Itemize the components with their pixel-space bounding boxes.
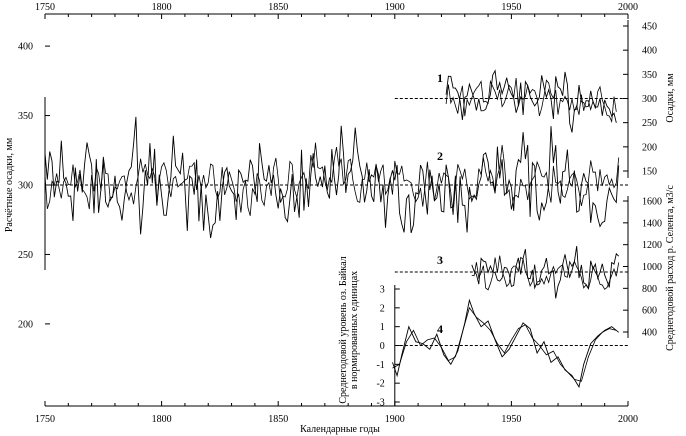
right-precip-tick-label: 250: [642, 118, 657, 129]
inner-level-tick-label: 3: [380, 285, 385, 296]
series-line-1: [445, 77, 617, 124]
series-line-2: [44, 142, 620, 216]
right-flow-tick-label: 1200: [642, 240, 662, 251]
right-precip-axis-label: Осадки, мм: [665, 73, 676, 123]
series-line-4: [392, 298, 619, 389]
inner-level-axis-label: Среднегодовой уровень оз. Байкал: [338, 256, 349, 403]
series-line-3: [471, 246, 620, 299]
curve-number-1: 1: [437, 71, 443, 85]
bottom-tick-label: 1800: [152, 414, 172, 425]
right-precip-tick-label: 450: [642, 22, 657, 33]
right-flow-tick-label: 800: [642, 284, 657, 295]
labels: 1 2 3 4: [437, 71, 443, 336]
bottom-tick-label: 1750: [35, 414, 55, 425]
bottom-tick-label: 2000: [618, 414, 638, 425]
top-tick-label: 1750: [35, 2, 55, 13]
curve-number-3: 3: [437, 253, 443, 267]
bottom-tick-label: 1900: [385, 414, 405, 425]
right-precip-tick-label: 300: [642, 94, 657, 105]
right-flow-tick-label: 1600: [642, 197, 662, 208]
series-line-3: [471, 255, 620, 291]
top-tick-label: 1950: [501, 2, 521, 13]
right-precip-tick-label: 400: [642, 46, 657, 57]
left-tick-label: 250: [18, 250, 33, 261]
inner-level-tick-label: 1: [380, 322, 385, 333]
right-flow-tick-label: 600: [642, 306, 657, 317]
right-flow-tick-label: 1000: [642, 262, 662, 273]
series-line-4: [392, 306, 617, 382]
curve-number-2: 2: [437, 149, 443, 163]
inner-level-tick-label: 0: [380, 341, 385, 352]
bottom-axis-label: Календарные годы: [300, 424, 380, 435]
inner-level-axis-label-line2: в нормированных единицах: [349, 271, 360, 389]
left-tick-label: 300: [18, 181, 33, 192]
right-precip-tick-label: 200: [642, 142, 657, 153]
reference-lines: [45, 98, 628, 346]
curve-number-4: 4: [437, 322, 443, 336]
series-lines: [44, 69, 620, 389]
left-axis-label: Расчётные осадки, мм: [4, 137, 15, 232]
inner-level-tick-label: -3: [376, 398, 384, 409]
axes: 1750175018001800185018501900190019501950…: [4, 2, 676, 435]
top-tick-label: 1850: [268, 2, 288, 13]
right-flow-axis-label: Среднегодовой расход р. Селенга, м3/с: [665, 185, 676, 351]
top-tick-label: 1800: [152, 2, 172, 13]
inner-level-tick-label: -2: [376, 379, 384, 390]
left-tick-label: 350: [18, 111, 33, 122]
top-tick-label: 2000: [618, 2, 638, 13]
series-line-2: [44, 116, 620, 239]
bottom-tick-label: 1950: [501, 414, 521, 425]
right-precip-tick-label: 150: [642, 167, 657, 178]
inner-level-tick-label: -1: [376, 360, 384, 371]
series-line-1: [445, 69, 617, 133]
inner-level-tick-label: 2: [380, 303, 385, 314]
left-tick-label: 200: [18, 319, 33, 330]
top-tick-label: 1900: [385, 2, 405, 13]
right-precip-tick-label: 350: [642, 70, 657, 81]
right-flow-tick-label: 1400: [642, 218, 662, 229]
right-flow-tick-label: 400: [642, 328, 657, 339]
left-tick-label: 400: [18, 42, 33, 53]
bottom-tick-label: 1850: [268, 414, 288, 425]
